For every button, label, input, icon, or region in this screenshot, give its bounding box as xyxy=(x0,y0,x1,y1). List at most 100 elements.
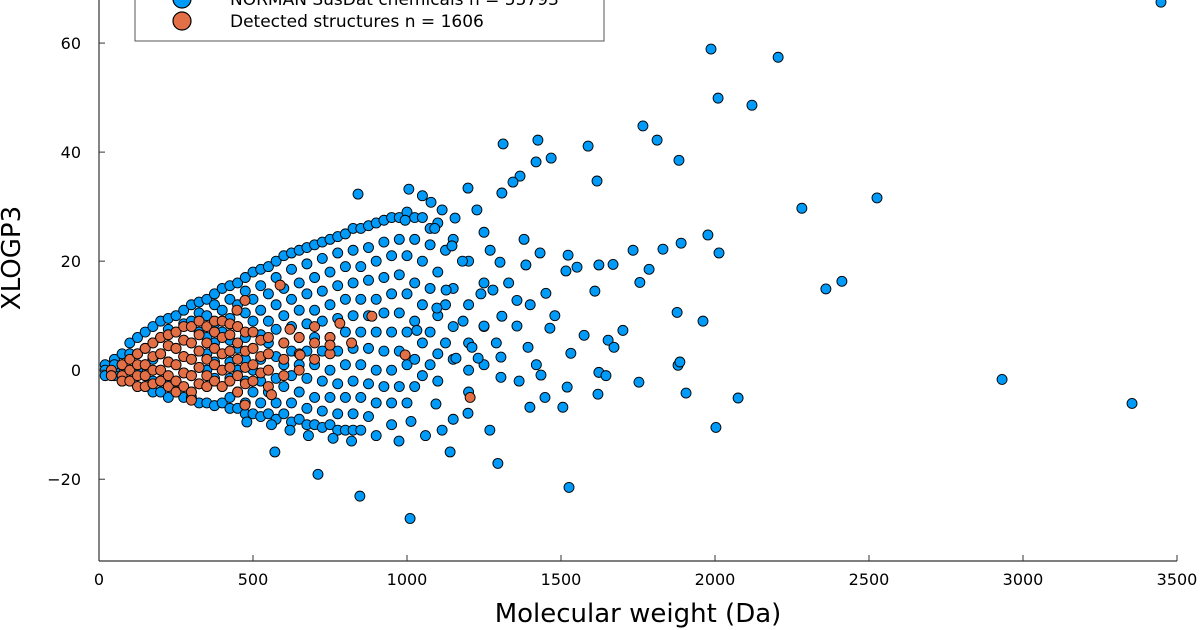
detected-point xyxy=(232,353,244,365)
norman-point xyxy=(327,432,339,444)
detected-point xyxy=(209,326,220,338)
x-axis-label: Molecular weight (Da) xyxy=(495,599,782,629)
detected-point xyxy=(232,337,244,349)
norman-point xyxy=(565,347,577,359)
norman-point xyxy=(409,315,421,327)
norman-point xyxy=(524,401,536,413)
norman-point xyxy=(241,416,253,428)
detected-point xyxy=(274,279,286,291)
norman-point xyxy=(270,299,282,311)
norman-point xyxy=(224,293,236,305)
norman-point xyxy=(633,376,645,388)
norman-point xyxy=(339,293,351,305)
detected-point xyxy=(178,381,190,392)
norman-point xyxy=(355,359,367,371)
norman-point xyxy=(339,326,351,338)
norman-point xyxy=(255,280,267,292)
x-tick-label: 0 xyxy=(94,570,104,589)
norman-point xyxy=(446,240,458,252)
norman-point xyxy=(518,233,530,245)
norman-point xyxy=(472,352,484,364)
norman-point xyxy=(424,239,436,251)
detected-point xyxy=(464,391,476,403)
detected-point xyxy=(224,362,236,373)
x-tick-label: 3000 xyxy=(1003,570,1044,589)
norman-point xyxy=(301,258,313,270)
detected-point xyxy=(201,381,213,392)
legend-label-detected: Detected structures n = 1606 xyxy=(230,12,484,32)
norman-point xyxy=(286,293,297,305)
norman-point xyxy=(440,337,451,349)
norman-point xyxy=(386,364,398,376)
norman-point xyxy=(401,250,413,262)
norman-point xyxy=(363,242,374,253)
norman-point xyxy=(324,391,336,403)
series-norman-points xyxy=(99,0,1167,524)
norman-point xyxy=(324,299,336,311)
norman-point xyxy=(409,233,421,245)
norman-point xyxy=(332,408,344,420)
norman-point xyxy=(494,256,506,268)
norman-point xyxy=(393,307,405,319)
norman-point xyxy=(363,274,374,286)
norman-point xyxy=(545,152,557,164)
detected-point xyxy=(239,294,251,306)
norman-point xyxy=(270,397,282,409)
norman-point xyxy=(424,326,436,338)
x-tick-label: 1000 xyxy=(387,570,428,589)
norman-point xyxy=(409,381,421,392)
norman-point xyxy=(416,337,428,349)
norman-point xyxy=(363,411,374,422)
detected-point xyxy=(201,321,213,333)
norman-point xyxy=(170,310,182,322)
norman-point xyxy=(466,341,478,353)
norman-point xyxy=(339,391,351,403)
norman-point xyxy=(425,196,437,208)
detected-point xyxy=(201,353,213,365)
norman-point xyxy=(178,304,190,316)
detected-point xyxy=(224,345,236,357)
norman-point xyxy=(411,324,423,336)
norman-point xyxy=(354,490,366,502)
norman-point xyxy=(216,397,228,409)
norman-point xyxy=(284,424,296,436)
norman-point xyxy=(450,352,462,364)
norman-point xyxy=(478,320,490,332)
detected-point xyxy=(124,364,136,376)
norman-point xyxy=(224,391,236,403)
norman-point xyxy=(471,204,483,216)
detected-point xyxy=(105,370,117,382)
detected-point xyxy=(247,375,259,387)
detected-point xyxy=(124,375,136,387)
legend-label-norman: NORMAN SusDat chemicals n = 55793 xyxy=(230,0,559,10)
norman-point xyxy=(262,288,274,300)
norman-point xyxy=(617,324,629,336)
detected-point xyxy=(247,326,259,338)
norman-point xyxy=(347,408,359,420)
detected-point xyxy=(293,364,305,376)
detected-point xyxy=(294,349,306,361)
norman-point xyxy=(209,299,220,311)
norman-point xyxy=(339,359,351,371)
norman-point xyxy=(370,293,382,305)
detected-point xyxy=(170,359,182,371)
detected-point xyxy=(209,375,220,387)
detected-point xyxy=(162,381,174,392)
norman-point xyxy=(463,364,475,376)
norman-point xyxy=(309,304,321,316)
detected-point xyxy=(193,345,205,357)
norman-point xyxy=(324,266,336,278)
norman-point xyxy=(535,369,547,381)
norman-point xyxy=(432,375,444,387)
x-tick-label: 2500 xyxy=(849,570,890,589)
detected-point xyxy=(124,353,136,365)
norman-point xyxy=(712,92,724,104)
norman-point xyxy=(680,387,692,399)
norman-point xyxy=(532,134,544,146)
norman-point xyxy=(496,310,508,322)
detected-point xyxy=(278,370,290,382)
norman-point xyxy=(673,154,685,166)
norman-point xyxy=(440,284,452,296)
norman-point xyxy=(255,304,267,316)
detected-point xyxy=(278,337,290,349)
